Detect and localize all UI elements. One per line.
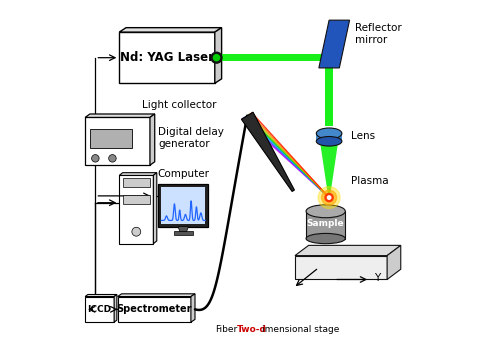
- Polygon shape: [215, 28, 221, 83]
- Text: Fiber: Fiber: [216, 325, 238, 334]
- Polygon shape: [191, 294, 195, 322]
- FancyBboxPatch shape: [161, 187, 205, 224]
- Polygon shape: [85, 297, 114, 322]
- Text: ICCD: ICCD: [87, 305, 111, 314]
- Text: Lens: Lens: [351, 131, 376, 141]
- Polygon shape: [320, 140, 338, 196]
- Text: Light collector: Light collector: [142, 100, 217, 110]
- Polygon shape: [114, 294, 117, 322]
- Circle shape: [92, 154, 99, 162]
- Polygon shape: [85, 117, 150, 165]
- Polygon shape: [153, 173, 157, 244]
- Circle shape: [318, 187, 340, 208]
- Circle shape: [325, 193, 333, 202]
- Polygon shape: [242, 112, 295, 192]
- FancyBboxPatch shape: [90, 129, 133, 149]
- Text: Computer: Computer: [157, 169, 209, 179]
- Polygon shape: [150, 114, 155, 165]
- Circle shape: [132, 227, 141, 236]
- Text: Sample: Sample: [307, 219, 345, 228]
- Ellipse shape: [306, 205, 345, 218]
- Polygon shape: [325, 58, 333, 126]
- Text: Two-d: Two-d: [237, 325, 267, 334]
- Polygon shape: [85, 114, 155, 117]
- Polygon shape: [85, 294, 117, 297]
- Text: Nd: YAG Laser: Nd: YAG Laser: [120, 51, 214, 64]
- Text: Reflector
mirror: Reflector mirror: [355, 23, 402, 45]
- Circle shape: [214, 55, 219, 61]
- Polygon shape: [306, 211, 345, 238]
- Text: Y: Y: [374, 273, 381, 283]
- Polygon shape: [178, 227, 189, 232]
- Circle shape: [211, 52, 222, 63]
- Polygon shape: [117, 294, 195, 297]
- Text: imensional stage: imensional stage: [262, 325, 339, 334]
- Ellipse shape: [306, 234, 345, 244]
- FancyBboxPatch shape: [159, 184, 208, 227]
- Circle shape: [322, 190, 337, 205]
- Polygon shape: [295, 256, 387, 279]
- Text: Spectrometer: Spectrometer: [116, 304, 192, 314]
- Polygon shape: [119, 28, 221, 32]
- Polygon shape: [295, 245, 401, 256]
- Polygon shape: [316, 133, 342, 141]
- Text: Plasma: Plasma: [351, 175, 389, 185]
- Polygon shape: [387, 245, 401, 279]
- Polygon shape: [119, 173, 157, 175]
- Polygon shape: [119, 175, 153, 244]
- Circle shape: [109, 154, 116, 162]
- FancyBboxPatch shape: [123, 195, 150, 204]
- Polygon shape: [117, 297, 191, 322]
- Polygon shape: [119, 32, 215, 83]
- Circle shape: [327, 196, 331, 199]
- FancyBboxPatch shape: [123, 178, 150, 187]
- Polygon shape: [319, 20, 350, 68]
- Text: Digital delay
generator: Digital delay generator: [159, 127, 224, 149]
- Ellipse shape: [316, 137, 342, 146]
- Polygon shape: [222, 54, 324, 62]
- FancyBboxPatch shape: [174, 232, 193, 235]
- Ellipse shape: [316, 128, 342, 139]
